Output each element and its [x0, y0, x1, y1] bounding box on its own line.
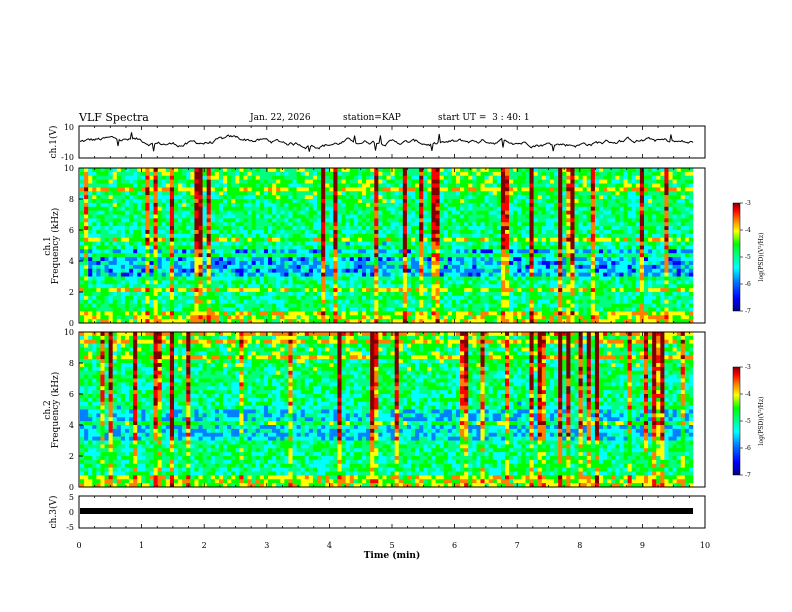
ch1-colorbar-tick-label: -4	[745, 227, 751, 234]
ch1-spec-ytick-label: 10	[64, 164, 74, 173]
x-axis-ticks	[78, 126, 706, 528]
ch2-spec-ytick-label: 8	[69, 359, 74, 368]
chart-title: VLF Spectra	[79, 111, 149, 124]
x-axis-label: Time (min)	[364, 550, 421, 561]
x-tick-label: 1	[139, 541, 144, 550]
ch3v-tick-top: 5	[69, 493, 74, 502]
station-label: station=KAP	[343, 113, 401, 123]
ch1v-ylabel: ch.1(V)	[48, 126, 59, 159]
ch1-spec-ylabel-freq: Frequency (kHz)	[50, 208, 61, 285]
x-tick-label: 10	[700, 541, 710, 550]
ch2-spec-ylabel-freq: Frequency (kHz)	[50, 372, 61, 449]
ch2-colorbar-gradient	[732, 366, 741, 476]
x-tick-label: 0	[76, 541, 81, 550]
x-tick-label: 9	[640, 541, 645, 550]
ch1v-tick-bottom: -10	[61, 153, 74, 162]
ch1v-tick-top: 10	[64, 123, 74, 132]
ch1-trace	[79, 132, 694, 152]
x-tick-label: 3	[264, 541, 269, 550]
ch1-colorbar: -3 -4 -5 -6 -7 log(PSD)(V²/Hz)	[732, 200, 765, 315]
ch3v-ylabel: ch.3(V)	[48, 496, 59, 529]
ch2-colorbar-tick-label: -6	[745, 445, 751, 452]
ch2-colorbar-tick-label: -3	[745, 364, 751, 371]
ch1-colorbar-label: log(PSD)(V²/Hz)	[758, 233, 765, 282]
ch1-spec-ytick-label: 0	[69, 319, 74, 328]
x-tick-label: 7	[515, 541, 520, 550]
x-tick-label: 4	[327, 541, 332, 550]
ch2-spec-ytick-label: 4	[69, 421, 74, 430]
ch1-spec-ytick-label: 2	[69, 288, 74, 297]
ch2-spec-ytick-label: 2	[69, 452, 74, 461]
ch2-colorbar-tick-label: -7	[745, 472, 751, 479]
date-label: Jan. 22, 2026	[250, 113, 311, 123]
ch3-trace	[80, 508, 693, 514]
ch2-spec-ylabel-ch: ch.2	[43, 400, 53, 419]
ch1-spectrogram-cells	[80, 168, 694, 324]
ch1-spec-ylabel-ch: ch.1	[43, 236, 53, 255]
ch2-colorbar-tick-label: -5	[745, 418, 751, 425]
x-axis-tick-labels: 0 1 2 3 4 5 6 7 8 9 10	[76, 541, 710, 550]
ch1-colorbar-gradient	[732, 202, 741, 312]
ch1-spec-ytick-label: 4	[69, 257, 74, 266]
ch3v-tick-mid: 0	[69, 508, 74, 517]
ch2-colorbar: -3 -4 -5 -6 -7 log(PSD)(V²/Hz)	[732, 364, 765, 479]
ch1-spectrogram-panel: 0 2 4 6 8 10 ch.1 Frequency (kHz) -3 -4 -5 -6 -7 …	[43, 164, 765, 328]
ch1-colorbar-tick-label: -3	[745, 200, 751, 207]
start-time-label: start UT = 3 : 40: 1	[438, 113, 530, 123]
ch2-spec-ytick-label: 10	[64, 328, 74, 337]
ch2-spec-ytick-label: 6	[69, 390, 74, 399]
ch1-colorbar-tick-label: -5	[745, 254, 751, 261]
ch1-spec-ytick-label: 6	[69, 226, 74, 235]
ch3-voltage-panel: 5 0 -5 ch.3(V)	[48, 493, 706, 532]
ch1-spec-ytick-label: 8	[69, 195, 74, 204]
ch2-spectrogram-cells	[80, 332, 694, 488]
ch2-spectrogram-panel: 0 2 4 6 8 10 ch.2 Frequency (kHz) -3 -4 -5 -6 -7 …	[43, 328, 765, 492]
ch1-colorbar-tick-label: -7	[745, 308, 751, 315]
ch2-spec-ytick-label: 0	[69, 483, 74, 492]
ch2-colorbar-label: log(PSD)(V²/Hz)	[758, 397, 765, 446]
ch3v-tick-bottom: -5	[66, 523, 74, 532]
ch1-colorbar-tick-label: -6	[745, 281, 751, 288]
x-tick-label: 2	[202, 541, 207, 550]
x-tick-label: 6	[452, 541, 457, 550]
ch2-colorbar-tick-label: -4	[745, 391, 751, 398]
x-tick-label: 5	[389, 541, 394, 550]
x-tick-label: 8	[577, 541, 582, 550]
